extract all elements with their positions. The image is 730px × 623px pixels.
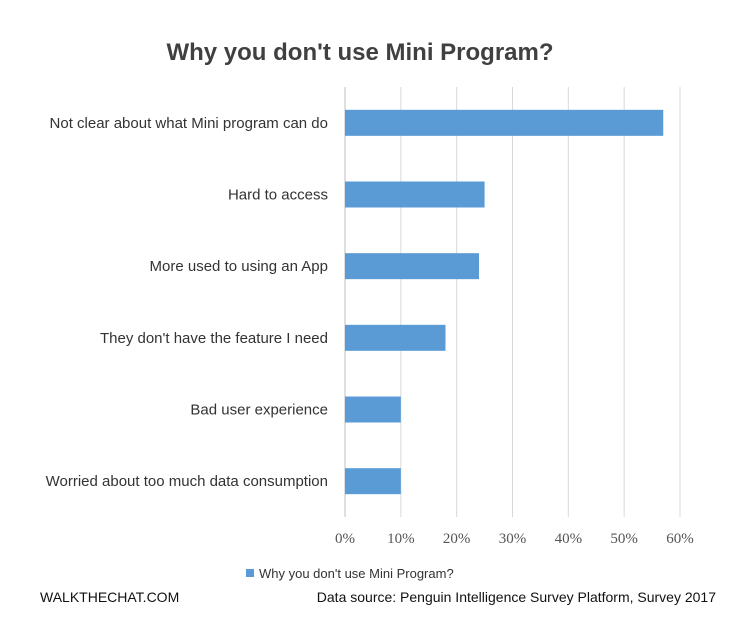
bar [345,468,401,495]
bar [345,181,485,208]
x-tick-label: 30% [499,531,527,547]
bar [345,396,401,423]
bars [345,109,664,495]
category-label: Not clear about what Mini program can do [50,115,328,132]
x-tick-label: 10% [387,531,415,547]
legend: Why you don't use Mini Program? [246,566,454,581]
x-tick-label: 0% [335,531,355,547]
legend-swatch [246,569,254,577]
category-label: They don't have the feature I need [100,330,328,347]
category-label: More used to using an App [150,258,328,275]
bar [345,109,664,136]
x-tick-label: 20% [443,531,471,547]
category-label: Bad user experience [190,402,328,419]
legend-label: Why you don't use Mini Program? [259,566,454,581]
x-tick-labels: 0% 10% 20% 30% 40% 50% 60% [335,531,694,547]
category-label: Worried about too much data consumption [46,473,328,490]
chart-title: Why you don't use Mini Program? [166,39,553,66]
category-label: Hard to access [228,187,328,204]
x-tick-label: 50% [610,531,638,547]
bar [345,253,479,280]
bar [345,324,446,351]
x-tick-label: 40% [555,531,583,547]
gridlines [344,87,681,517]
category-labels: Not clear about what Mini program can do… [46,115,328,490]
footer-brand: WALKTHECHAT.COM [40,589,179,605]
footer-source: Data source: Penguin Intelligence Survey… [317,589,716,605]
x-tick-label: 60% [666,531,694,547]
